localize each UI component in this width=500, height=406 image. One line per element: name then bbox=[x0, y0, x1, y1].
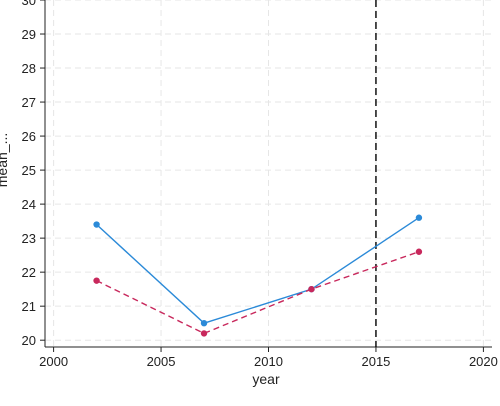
series-2-point bbox=[200, 330, 208, 337]
x-tick-label: 2000 bbox=[39, 354, 68, 369]
y-tick-label: 26 bbox=[22, 129, 36, 144]
x-tick-label: 2015 bbox=[361, 354, 390, 369]
x-axis-title: year bbox=[252, 371, 280, 387]
y-tick-label: 24 bbox=[22, 197, 36, 212]
series-2-point bbox=[415, 248, 423, 255]
series-2-line bbox=[96, 251, 420, 335]
series-group bbox=[93, 214, 423, 337]
series-1-point bbox=[93, 221, 100, 228]
y-tick-label: 25 bbox=[22, 163, 36, 178]
y-tick-label: 21 bbox=[22, 299, 36, 314]
tick-labels: 20 21 22 23 24 25 26 27 28 29 30 2000 2005 2010 2015 20… bbox=[22, 0, 498, 369]
y-tick-label: 23 bbox=[22, 231, 36, 246]
y-tick-label: 27 bbox=[22, 95, 36, 110]
series-1-line bbox=[96, 217, 420, 324]
y-axis-title: mean_... bbox=[0, 133, 10, 187]
series-1-point bbox=[415, 214, 423, 221]
series-2-point bbox=[308, 285, 315, 293]
y-tick-label: 29 bbox=[22, 27, 36, 42]
y-tick-label: 22 bbox=[22, 265, 36, 280]
x-tick-label: 2020 bbox=[469, 354, 498, 369]
x-tick-label: 2010 bbox=[254, 354, 283, 369]
y-tick-label: 30 bbox=[22, 0, 36, 8]
y-tick-label: 28 bbox=[22, 61, 36, 76]
y-tick-label: 20 bbox=[22, 333, 36, 348]
x-tick-label: 2005 bbox=[147, 354, 176, 369]
series-2-point bbox=[93, 277, 100, 284]
grid-lines bbox=[45, 0, 492, 347]
series-1-point bbox=[200, 319, 208, 327]
